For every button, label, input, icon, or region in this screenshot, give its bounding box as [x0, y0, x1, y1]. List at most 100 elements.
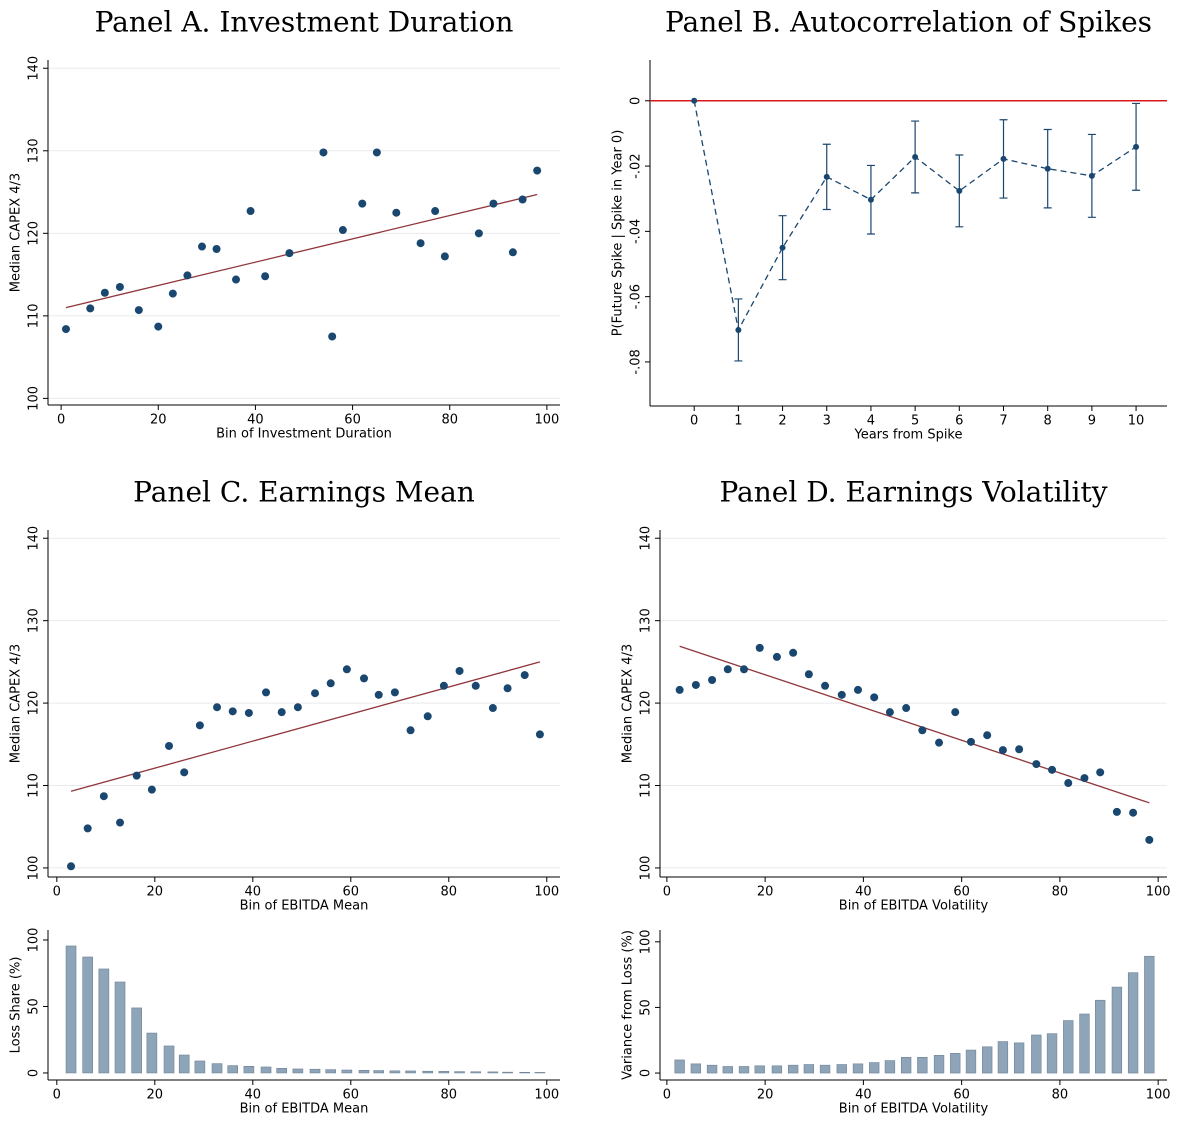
bar [674, 1059, 685, 1074]
bar [1063, 1020, 1074, 1074]
point [823, 173, 830, 180]
x-tick-label: 6 [955, 414, 963, 429]
chart-title: Panel B. Autocorrelation of Spikes [665, 6, 1152, 39]
x-tick-label: 20 [757, 1088, 774, 1103]
point [779, 244, 786, 251]
point [326, 679, 335, 688]
point [262, 688, 271, 697]
point [870, 693, 879, 702]
point [132, 771, 141, 780]
x-tick-label: 20 [147, 885, 164, 900]
x-tick-label: 60 [344, 413, 361, 428]
y-tick-label: 140 [639, 526, 654, 551]
bar [852, 1063, 864, 1074]
point [503, 684, 512, 693]
bar [292, 1068, 304, 1074]
chart-title: Panel C. Earnings Mean [133, 476, 475, 509]
x-tick-label: 1 [734, 414, 742, 429]
bar [982, 1046, 993, 1074]
x-tick-label: 80 [441, 1088, 458, 1103]
x-tick-label: 3 [823, 414, 831, 429]
point [183, 271, 192, 280]
point [1145, 835, 1154, 844]
bar [738, 1066, 750, 1074]
point [319, 148, 328, 157]
bar [114, 981, 126, 1074]
point [1000, 155, 1007, 162]
x-tick-label: 8 [1044, 414, 1052, 429]
point [285, 249, 294, 258]
x-tick-label: 100 [534, 1088, 559, 1103]
y-tick-label: 100 [27, 928, 42, 953]
point [956, 187, 963, 194]
x-tick-label: 40 [855, 885, 872, 900]
point [535, 730, 544, 739]
point [277, 708, 286, 717]
bar [1111, 986, 1123, 1074]
y-tick-label: 110 [27, 303, 42, 328]
bar [754, 1065, 765, 1074]
x-tick-label: 80 [441, 885, 458, 900]
point [1044, 165, 1051, 172]
point [488, 704, 497, 713]
point [165, 741, 174, 750]
point [1080, 774, 1089, 783]
y-tick-label: 130 [27, 608, 42, 633]
point [837, 690, 846, 699]
point [1088, 172, 1095, 179]
bar [884, 1060, 896, 1074]
y-tick-label: 100 [639, 929, 654, 954]
point [902, 704, 911, 713]
bar [690, 1063, 702, 1074]
x-tick-label: 40 [245, 1088, 262, 1103]
point [61, 325, 70, 334]
point [772, 652, 781, 661]
x-tick-label: 2 [778, 414, 786, 429]
bar [836, 1064, 847, 1074]
point [228, 707, 237, 716]
point [246, 207, 255, 216]
y-axis-label: Variance from Loss (%) [621, 930, 636, 1080]
point [867, 196, 874, 203]
point [520, 671, 529, 680]
bar [470, 1071, 482, 1074]
x-tick-label: 100 [1146, 885, 1171, 900]
y-tick-label: 130 [639, 608, 654, 633]
point [691, 680, 700, 689]
y-axis-label: Loss Share (%) [9, 957, 24, 1054]
point [1112, 807, 1121, 816]
point [1015, 745, 1024, 754]
bar [373, 1070, 385, 1074]
x-tick-label: 10 [1128, 414, 1145, 429]
x-tick-label: 7 [999, 414, 1007, 429]
bar [454, 1071, 465, 1074]
x-axis-label: Bin of EBITDA Mean [240, 899, 369, 914]
x-tick-label: 20 [150, 413, 167, 428]
point [115, 282, 124, 291]
bar [325, 1069, 336, 1074]
point [342, 665, 351, 674]
point [360, 674, 369, 683]
bar [787, 1064, 799, 1074]
point [168, 289, 177, 298]
bar [1127, 972, 1139, 1074]
bar [146, 1032, 158, 1074]
point [885, 708, 894, 717]
point [440, 252, 449, 261]
bar [965, 1049, 977, 1074]
bar [803, 1064, 815, 1074]
bar [227, 1065, 239, 1074]
point [154, 322, 163, 331]
point [1096, 768, 1105, 777]
point [197, 242, 206, 251]
fit-line [65, 193, 538, 309]
bar [341, 1069, 353, 1074]
x-tick-label: 5 [911, 414, 919, 429]
point [912, 153, 919, 160]
bar [82, 956, 93, 1074]
y-tick-label: 0 [629, 97, 644, 105]
point [67, 862, 76, 871]
point [439, 681, 448, 690]
point [691, 97, 698, 104]
bar [98, 968, 110, 1074]
